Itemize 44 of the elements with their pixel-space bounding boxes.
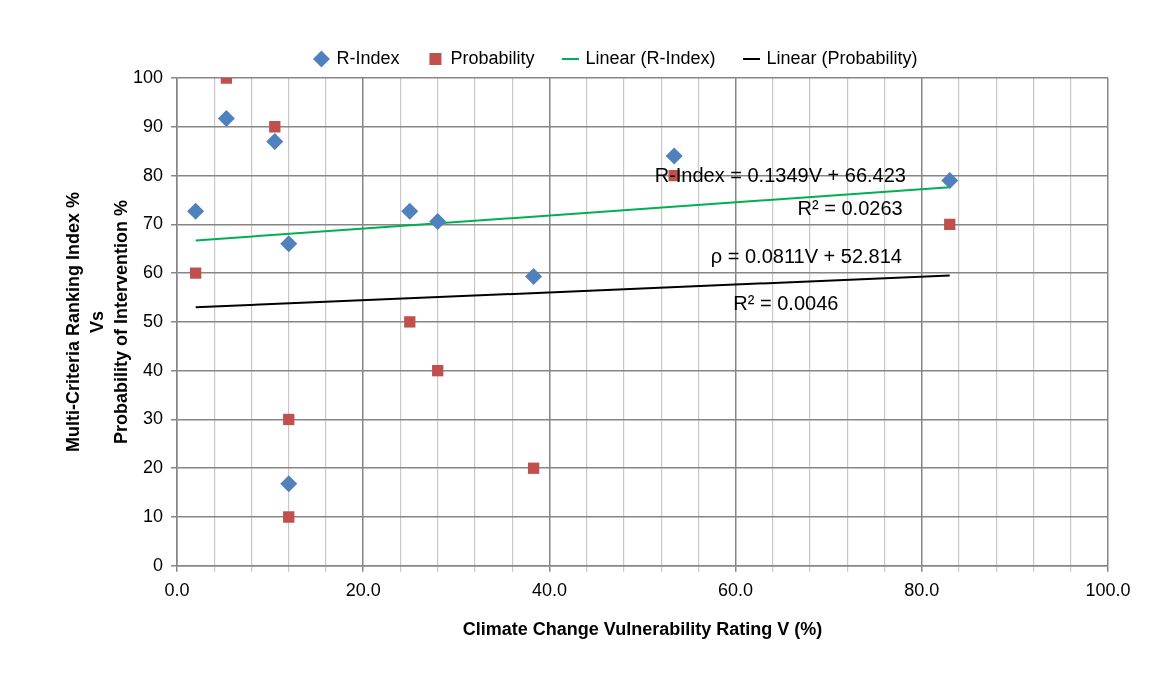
point — [266, 132, 284, 150]
x-tick-label: 60.0 — [718, 579, 754, 600]
y-tick-label: 100 — [132, 66, 164, 87]
y-tick-label: 20 — [143, 457, 164, 478]
legend-label: Linear (Probability) — [766, 47, 918, 68]
y-tick-label: 50 — [143, 310, 164, 331]
annotation: R² = 0.0263 — [797, 197, 903, 220]
x-tick-label: 40.0 — [531, 579, 567, 600]
y-tick-label: 40 — [143, 359, 164, 380]
x-tick-label: 20.0 — [345, 579, 381, 600]
legend-label: R-Index — [336, 47, 400, 68]
point — [401, 202, 419, 220]
x-tick-label: 80.0 — [904, 579, 940, 600]
annotation: ρ = 0.0811V + 52.814 — [710, 244, 902, 267]
legend-label: Linear (R-Index) — [585, 47, 716, 68]
point — [283, 511, 295, 523]
y-tick-label: 10 — [143, 505, 164, 526]
x-axis-title: Climate Change Vulnerability Rating V (%) — [462, 619, 823, 640]
point — [280, 235, 298, 253]
y-tick-label: 80 — [143, 164, 164, 185]
x-tick-label: 100.0 — [1085, 579, 1131, 600]
legend-label: Probability — [450, 47, 535, 68]
point — [665, 147, 683, 165]
y-tick-label: 60 — [143, 262, 164, 283]
annotation: R² = 0.0046 — [733, 291, 839, 314]
x-tick-label: 0.0 — [164, 579, 190, 600]
point — [404, 316, 416, 328]
y-tick-label: 0 — [153, 554, 164, 575]
point — [280, 475, 298, 493]
point — [269, 121, 281, 133]
y-axis-title: Multi-Criteria Ranking Index % Vs Probability of Intervention % — [62, 191, 131, 452]
y-tick-label: 70 — [143, 213, 164, 234]
point — [190, 267, 202, 279]
point — [187, 202, 205, 220]
point — [432, 365, 444, 377]
point — [283, 413, 295, 426]
y-tick-label: 90 — [143, 115, 164, 136]
point — [429, 212, 447, 230]
point — [217, 109, 235, 127]
y-tick-label: 30 — [143, 408, 164, 429]
point — [944, 218, 956, 230]
point — [525, 268, 543, 286]
point — [941, 171, 959, 189]
point — [527, 462, 540, 474]
